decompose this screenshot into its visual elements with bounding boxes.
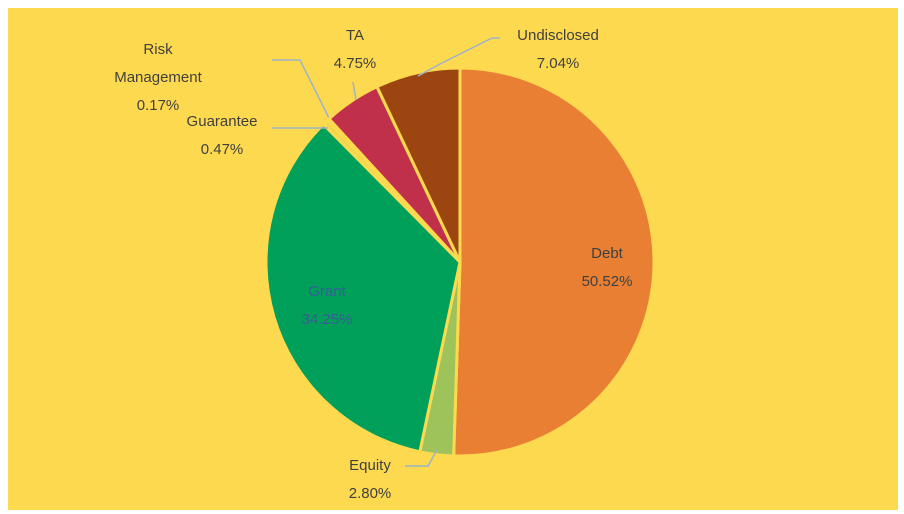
- slice-label: TA 4.75%: [334, 22, 377, 78]
- category-label: TA: [345, 27, 365, 44]
- value-label: 0.47%: [200, 141, 244, 158]
- value-label: 4.75%: [333, 55, 377, 72]
- category-label: Debt: [591, 245, 623, 262]
- slice-label: Risk Management 0.17%: [103, 36, 213, 120]
- leader-line: [272, 59, 332, 123]
- value-label: 34.25%: [301, 311, 353, 328]
- leader-line: [405, 449, 438, 467]
- pie-slice: [452, 66, 656, 458]
- category-label: Risk Management: [114, 41, 202, 86]
- slice-label: Equity 2.80%: [349, 452, 392, 508]
- slice-label: Guarantee 0.47%: [187, 108, 258, 164]
- category-label: Undisclosed: [517, 27, 599, 44]
- slice-label: Undisclosed 7.04%: [517, 22, 599, 78]
- category-label: Guarantee: [186, 113, 258, 130]
- category-label: Grant: [308, 283, 346, 300]
- pie-slice: [374, 66, 462, 263]
- pie-slice: [264, 122, 462, 454]
- category-label: Equity: [349, 457, 391, 474]
- value-label: 50.52%: [581, 273, 633, 290]
- value-label: 0.17%: [136, 97, 180, 114]
- slice-label: Grant 34.25%: [302, 278, 353, 334]
- leader-line: [417, 37, 500, 77]
- value-label: 2.80%: [348, 485, 392, 502]
- value-label: 7.04%: [536, 55, 580, 72]
- slice-label: Debt 50.52%: [582, 240, 633, 296]
- leader-line: [352, 81, 357, 101]
